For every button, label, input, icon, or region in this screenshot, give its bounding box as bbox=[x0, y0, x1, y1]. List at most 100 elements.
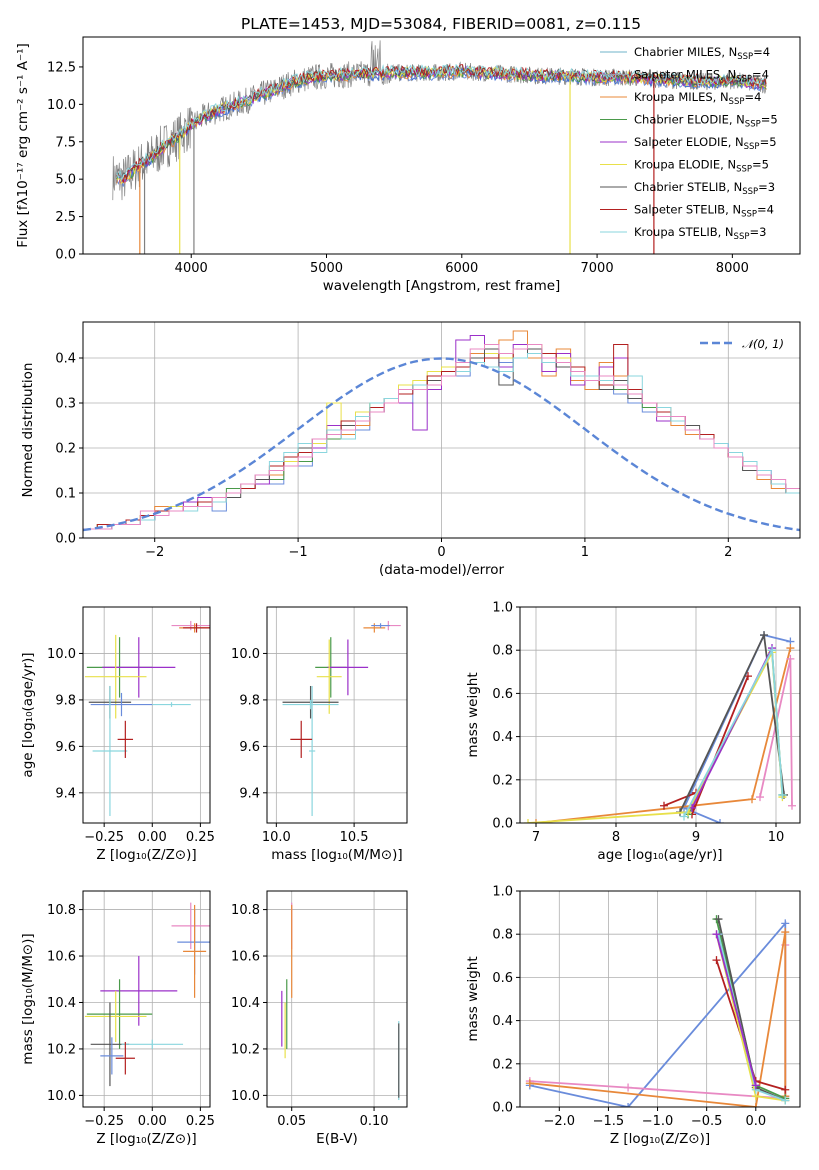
x-tick-label: 5000 bbox=[310, 261, 343, 276]
y-tick-label: 0.4 bbox=[55, 352, 76, 367]
legend-label: Kroupa MILES, NSSP=4 bbox=[634, 90, 761, 107]
errorbar-point bbox=[183, 904, 207, 998]
x-axis-label: Z [log₁₀(Z/Z⊙)] bbox=[610, 1131, 710, 1147]
errorbar-point bbox=[327, 639, 369, 696]
x-tick-label: 0.10 bbox=[360, 1114, 389, 1129]
errorbar-point bbox=[115, 1041, 135, 1075]
y-tick-label: 0.3 bbox=[55, 397, 76, 412]
weight-line bbox=[529, 931, 787, 1107]
legend-label-tail: =5 bbox=[760, 135, 777, 149]
legend-label-tail: =4 bbox=[752, 68, 769, 82]
errorbar-point bbox=[117, 720, 134, 758]
errorbar-point bbox=[92, 685, 128, 817]
y-tick-label: 9.6 bbox=[239, 740, 260, 755]
errorbar-point bbox=[152, 702, 191, 707]
x-axis-label: age [log₁₀(age/yr)] bbox=[597, 847, 722, 863]
weight-marker bbox=[786, 644, 795, 653]
y-axis-label: mass [log₁₀(M/M⊙)] bbox=[20, 933, 36, 1064]
x-axis-label: wavelength [Angstrom, rest frame] bbox=[323, 278, 561, 294]
panel-mass-weight-vs-Z: −2.0 −1.5 −1.0 −0.5 0.0 0.0 0.2 0.4 0.6 0.8 1.0 Z [… bbox=[465, 885, 801, 1147]
y-tick-label: 10.8 bbox=[231, 903, 260, 918]
y-tick-label: 1.0 bbox=[492, 885, 513, 900]
legend-label: Salpeter MILES, NSSP=4 bbox=[634, 68, 769, 85]
panel-mass-vs-EBV: 0.05 0.10 10.0 10.2 10.4 10.6 10.8 E(B-V) bbox=[231, 890, 408, 1147]
legend-label-base: Kroupa MILES, N bbox=[634, 90, 729, 104]
weight-marker bbox=[624, 1103, 633, 1107]
legend-label-sub: SSP bbox=[744, 142, 760, 152]
legend-label-base: Salpeter STELIB, N bbox=[634, 203, 741, 217]
y-tick-label: 10.4 bbox=[47, 996, 76, 1011]
legend-label-tail: =4 bbox=[744, 90, 761, 104]
y-tick-label: 0.8 bbox=[492, 644, 513, 659]
x-tick-label: 0.0 bbox=[745, 1114, 766, 1129]
figure-title: PLATE=1453, MJD=53084, FIBERID=0081, z=0… bbox=[241, 15, 641, 33]
weight-marker bbox=[712, 956, 721, 965]
weight-marker bbox=[756, 793, 764, 802]
axes-frame bbox=[82, 321, 801, 539]
y-tick-label: 0.4 bbox=[492, 1014, 513, 1029]
x-tick-label: 0.25 bbox=[186, 1114, 215, 1129]
panel-mass-vs-Z: −0.25 0.00 0.25 10.0 10.2 10.4 10.6 10.8 Z [log₁… bbox=[20, 890, 215, 1147]
y-tick-label: 12.5 bbox=[47, 60, 76, 75]
x-tick-label: 2 bbox=[724, 545, 732, 560]
x-tick-label: 4000 bbox=[175, 261, 208, 276]
legend-label-base: Chabrier STELIB, N bbox=[634, 180, 742, 194]
x-tick-label: 10 bbox=[768, 830, 785, 845]
legend-label-sub: SSP bbox=[745, 120, 761, 130]
weight-marker bbox=[751, 1103, 760, 1107]
weight-marker bbox=[781, 928, 790, 937]
model-line bbox=[116, 63, 767, 183]
y-axis-label: mass weight bbox=[465, 956, 481, 1041]
y-tick-label: 9.6 bbox=[55, 740, 76, 755]
legend-label-base: Chabrier ELODIE, N bbox=[634, 113, 745, 127]
errorbar-point bbox=[309, 685, 316, 817]
y-tick-label: 7.5 bbox=[55, 135, 76, 150]
axes-frame bbox=[266, 890, 408, 1108]
axes-frame bbox=[82, 890, 211, 1108]
x-tick-label: 10.0 bbox=[262, 830, 291, 845]
histogram-step bbox=[83, 330, 800, 530]
errorbar-point bbox=[100, 1037, 124, 1075]
x-tick-label: −0.5 bbox=[691, 1114, 723, 1129]
legend-label-tail: =5 bbox=[752, 158, 769, 172]
histogram-step bbox=[83, 344, 800, 530]
model-line bbox=[116, 64, 767, 181]
y-tick-label: 10.0 bbox=[231, 1089, 260, 1104]
x-tick-label: 0.00 bbox=[138, 830, 167, 845]
x-axis-label: Z [log₁₀(Z/Z⊙)] bbox=[96, 1131, 196, 1147]
errorbar-point bbox=[102, 637, 176, 698]
axes-frame bbox=[519, 890, 801, 1108]
x-tick-label: 7 bbox=[532, 830, 540, 845]
weight-marker bbox=[786, 654, 795, 663]
y-axis-label: Normed distribution bbox=[20, 363, 36, 498]
y-tick-label: 10.0 bbox=[47, 1089, 76, 1104]
model-line bbox=[116, 63, 767, 181]
plot-area bbox=[84, 620, 210, 817]
errorbar-point bbox=[171, 620, 210, 631]
errorbar-point bbox=[171, 902, 210, 950]
y-tick-label: 0.8 bbox=[492, 928, 513, 943]
y-tick-label: 0.4 bbox=[492, 730, 513, 745]
legend-label-sub: SSP bbox=[734, 232, 750, 242]
panel-residuals: −2 −1 0 1 2 0.0 0.1 0.2 0.3 0.4 (data-model)/error… bbox=[20, 321, 801, 578]
weight-line bbox=[715, 933, 757, 1086]
legend-label-sub: SSP bbox=[737, 52, 753, 62]
y-tick-label: 2.5 bbox=[55, 210, 76, 225]
plot-area bbox=[83, 330, 800, 532]
y-tick-label: 0.0 bbox=[55, 532, 76, 547]
x-tick-label: −1 bbox=[289, 545, 308, 560]
legend-label: Chabrier STELIB, NSSP=3 bbox=[634, 180, 775, 197]
histogram-step bbox=[83, 344, 800, 530]
weight-marker bbox=[712, 930, 721, 939]
weight-marker bbox=[525, 1079, 534, 1088]
weight-marker bbox=[788, 801, 796, 810]
y-tick-label: 10.0 bbox=[47, 98, 76, 113]
legend-label-sub: SSP bbox=[741, 210, 757, 220]
x-tick-label: 7000 bbox=[581, 261, 614, 276]
legend-label-sub: SSP bbox=[742, 187, 758, 197]
legend-label-tail: =4 bbox=[753, 45, 770, 59]
weight-marker bbox=[781, 1085, 790, 1094]
legend-label-tail: =3 bbox=[749, 225, 766, 239]
legend-label-sub: SSP bbox=[736, 75, 752, 85]
